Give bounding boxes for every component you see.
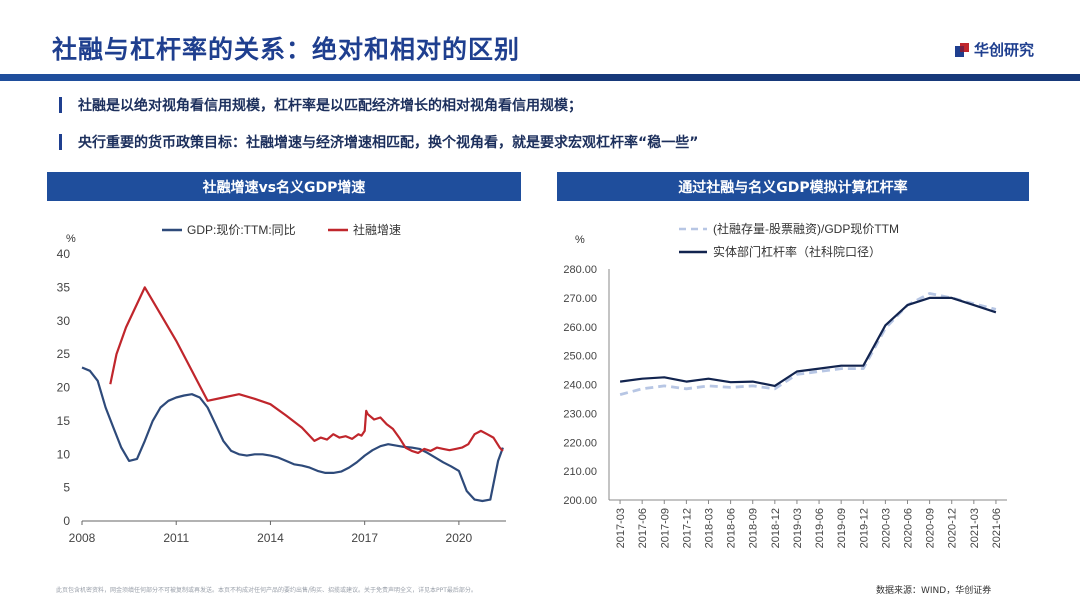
bullet-text-1: 社融是以绝对视角看信用规模，杠杆率是以匹配经济增长的相对视角看信用规模； — [78, 98, 582, 114]
x-tick-label: 2017-03 — [615, 508, 627, 548]
x-tick-label: 2020-12 — [947, 508, 959, 548]
x-tick-label: 2018-09 — [748, 508, 760, 548]
x-tick-label: 2020-03 — [880, 508, 892, 548]
x-tick-label: 2021-03 — [969, 508, 981, 548]
y-tick-label: 220.00 — [563, 437, 597, 449]
y-tick-label: 200.00 — [563, 495, 597, 507]
right-line-chart: % 200.00 210.00 220.00 230.00 240.00 250.00 260… — [563, 221, 1007, 548]
bullet-point-1: 社融是以绝对视角看信用规模，杠杆率是以匹配经济增长的相对视角看信用规模； — [59, 95, 582, 115]
x-tick-label: 2018-06 — [726, 508, 738, 548]
bullet-point-2: 央行重要的货币政策目标：社融增速与经济增速相匹配，换个视角看，就是要求宏观杠杆率… — [59, 132, 698, 152]
x-tick-label: 2018-12 — [770, 508, 782, 548]
y-tick-label: 35 — [57, 280, 71, 294]
right-chart-title: 通过社融与名义GDP模拟计算杠杆率 — [557, 172, 1029, 201]
series-tsf-line — [109, 286, 504, 454]
brand-logo: 华创研究 — [955, 38, 1034, 60]
footer-disclaimer: 此页包含机密资料，网金须缜任何部分不可被复制或再发送。本页不构成对任何产品的要约… — [56, 587, 477, 594]
x-tick-label: 2017-12 — [681, 508, 693, 548]
x-tick-label: 2017-09 — [659, 508, 671, 548]
y-tick-label: 15 — [57, 414, 71, 428]
bullet-bar-icon — [59, 134, 62, 150]
x-tick-label: 2020-06 — [903, 508, 915, 548]
x-tick-label: 2014 — [257, 531, 284, 545]
legend-label: 实体部门杠杆率（社科院口径） — [713, 244, 881, 259]
y-tick-label: 5 — [63, 481, 70, 495]
bullet-text-2: 央行重要的货币政策目标：社融增速与经济增速相匹配，换个视角看，就是要求宏观杠杆率… — [78, 135, 699, 151]
x-tick-label: 2018-03 — [704, 508, 716, 548]
x-tick-label: 2019-12 — [858, 508, 870, 548]
legend-label: (社融存量-股票融资)/GDP现价TTM — [713, 221, 899, 236]
x-tick-label: 2017-06 — [637, 508, 649, 548]
left-chart-title: 社融增速vs名义GDP增速 — [47, 172, 521, 201]
x-tick-label: 2008 — [69, 531, 96, 545]
y-axis-unit: % — [66, 233, 76, 245]
x-tick-label: 2011 — [163, 531, 189, 545]
y-tick-label: 260.00 — [563, 322, 597, 334]
legend-label: 社融增速 — [353, 222, 401, 237]
x-tick-label: 2020 — [446, 531, 473, 545]
y-tick-label: 230.00 — [563, 408, 597, 420]
left-line-chart: % 0 5 10 15 20 25 30 35 40 2008 2011 2014 2017 2020 GDP… — [57, 222, 506, 545]
y-tick-label: 0 — [63, 514, 70, 528]
y-tick-label: 270.00 — [563, 293, 597, 305]
series-simulated-leverage-line — [619, 292, 997, 396]
x-tick-label: 2020-09 — [925, 508, 937, 548]
y-tick-label: 40 — [57, 247, 71, 261]
y-tick-label: 25 — [57, 347, 71, 361]
bullet-bar-icon — [59, 97, 62, 113]
y-tick-label: 280.00 — [563, 264, 597, 276]
y-tick-label: 10 — [57, 447, 71, 461]
y-axis-unit: % — [575, 234, 585, 246]
y-tick-label: 240.00 — [563, 380, 597, 392]
footer-source: 数据来源：WIND，华创证券 — [876, 586, 992, 596]
y-tick-label: 210.00 — [563, 466, 597, 478]
y-tick-label: 250.00 — [563, 351, 597, 363]
legend-label: GDP:现价:TTM:同比 — [187, 223, 296, 237]
x-tick-label: 2021-06 — [991, 508, 1003, 548]
logo-mark-icon — [955, 42, 969, 57]
x-tick-label: 2017 — [351, 531, 378, 545]
y-tick-label: 20 — [57, 381, 71, 395]
header-divider-accent — [540, 74, 1080, 81]
series-real-sector-leverage-line — [619, 296, 997, 387]
x-tick-label: 2019-06 — [814, 508, 826, 548]
series-gdp-line — [81, 366, 504, 503]
y-tick-label: 30 — [57, 314, 71, 328]
x-tick-label: 2019-09 — [836, 508, 848, 548]
page-title: 社融与杠杆率的关系：绝对和相对的区别 — [52, 35, 521, 64]
logo-text: 华创研究 — [974, 40, 1035, 59]
x-tick-label: 2019-03 — [792, 508, 804, 548]
